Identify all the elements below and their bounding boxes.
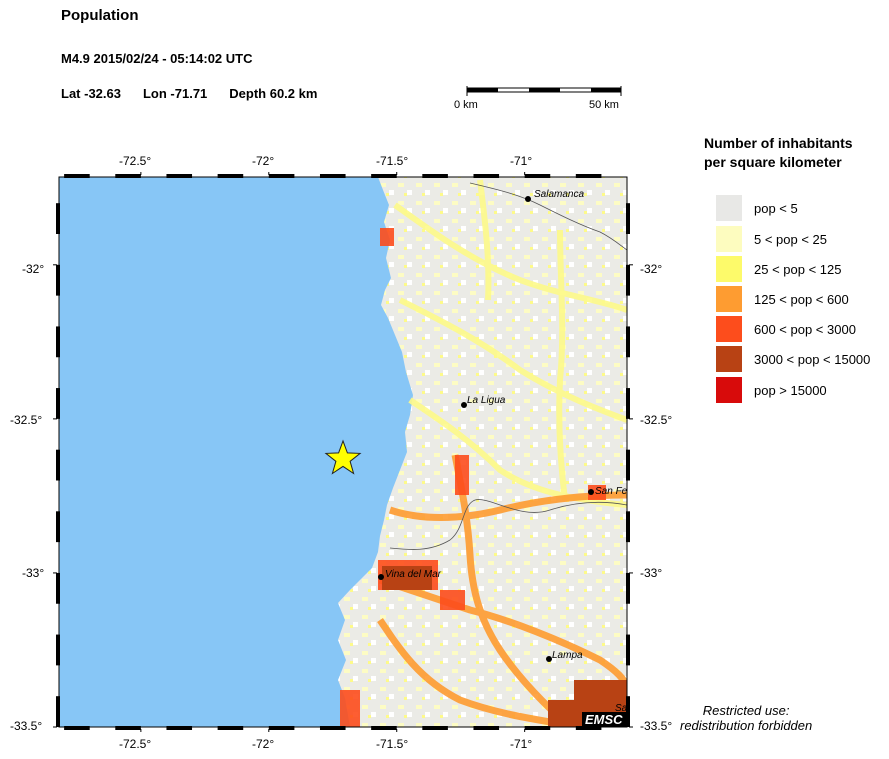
region-boundary [469, 182, 627, 251]
scale-bar-right-label: 50 km [589, 99, 619, 111]
legend-swatch [716, 256, 742, 282]
emsc-badge: EMSC [582, 712, 626, 727]
y-tick-left: -33° [22, 566, 45, 580]
event-coordinates: Lat -32.63 Lon -71.71 Depth 60.2 km [61, 86, 339, 101]
frame-checkers [56, 174, 630, 730]
legend-label: pop > 15000 [754, 382, 827, 398]
legend-item: pop > 15000 [716, 377, 827, 403]
x-tick-top: -71° [510, 154, 533, 168]
event-info: M4.9 2015/02/24 - 05:14:02 UTC [61, 51, 253, 66]
city-label-lampa: Lampa [552, 650, 583, 661]
x-tick-bottom: -71° [510, 737, 533, 751]
restricted-line2: redistribution forbidden [680, 718, 813, 733]
population-medium [377, 454, 627, 727]
star-icon [324, 439, 362, 475]
legend-swatch [716, 286, 742, 312]
scale-bar-left-label: 0 km [454, 99, 478, 111]
x-tick-bottom: -71.5° [376, 737, 409, 751]
y-tick-right: -32.5° [640, 413, 673, 427]
legend-label: 600 < pop < 3000 [754, 321, 856, 337]
legend-label: pop < 5 [754, 200, 798, 216]
x-tick-top: -72° [252, 154, 275, 168]
legend-item: 600 < pop < 3000 [716, 316, 856, 342]
x-tick-bottom: -72° [252, 737, 275, 751]
legend-item: 125 < pop < 600 [716, 286, 849, 312]
legend-swatch [716, 346, 742, 372]
x-tick-bottom: -72.5° [119, 737, 152, 751]
restricted-use-notice: Restricted use: redistribution forbidden [680, 703, 812, 733]
y-tick-left: -33.5° [10, 719, 43, 733]
legend-swatch [716, 226, 742, 252]
legend-swatch [716, 377, 742, 403]
y-tick-right: -33° [640, 566, 663, 580]
legend-item: 25 < pop < 125 [716, 256, 841, 282]
y-tick-left: -32° [22, 262, 45, 276]
x-tick-top: -71.5° [376, 154, 409, 168]
legend-label: 125 < pop < 600 [754, 291, 849, 307]
legend-item: 5 < pop < 25 [716, 226, 827, 252]
legend-item: pop < 5 [716, 195, 798, 221]
city-label-san-fe: San Fe [595, 486, 628, 497]
legend-item: 3000 < pop < 15000 [716, 346, 870, 372]
legend-label: 3000 < pop < 15000 [754, 351, 871, 367]
y-tick-right: -32° [640, 262, 663, 276]
city-label-santiago: Sa [615, 703, 628, 714]
restricted-line1: Restricted use: [702, 703, 790, 718]
y-tick-right: -33.5° [640, 719, 673, 733]
legend-label: 5 < pop < 25 [754, 231, 828, 247]
legend-title-line2: per square kilometer [704, 154, 842, 170]
region-boundary [389, 499, 627, 550]
city-markers [378, 196, 594, 662]
legend-swatch [716, 195, 742, 221]
population-low [393, 179, 627, 508]
legend-title-line1: Number of inhabitants [704, 135, 853, 151]
y-tick-left: -32.5° [10, 413, 43, 427]
scale-bar [466, 86, 622, 96]
longitude: Lon -71.71 [142, 86, 208, 101]
city-label-vina-del-mar: Vina del Mar [385, 569, 441, 580]
depth: Depth 60.2 km [229, 86, 318, 101]
latitude: Lat -32.63 [61, 86, 121, 101]
legend-swatch [716, 316, 742, 342]
legend-title: Number of inhabitants per square kilomet… [704, 134, 853, 172]
page-title: Population [61, 7, 139, 24]
city-label-salamanca: Salamanca [534, 189, 585, 200]
x-tick-top: -72.5° [119, 154, 152, 168]
city-label-la-ligua: La Ligua [467, 395, 506, 406]
legend-label: 25 < pop < 125 [754, 261, 842, 277]
tick-marks [53, 172, 633, 732]
